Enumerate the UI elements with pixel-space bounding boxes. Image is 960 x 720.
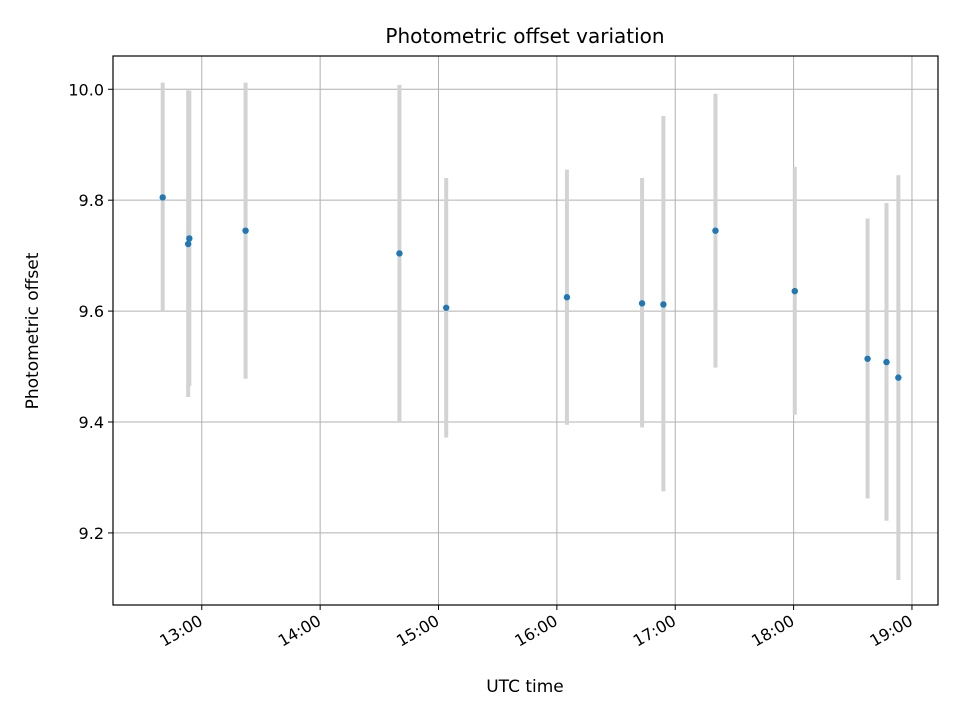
data-point: [895, 374, 902, 381]
y-tick-label: 9.4: [79, 413, 104, 432]
data-point: [242, 227, 249, 234]
data-point: [442, 304, 450, 311]
data-point: [864, 355, 871, 362]
data-point: [184, 240, 192, 248]
x-axis-label: UTC time: [486, 677, 564, 697]
data-point: [638, 300, 646, 307]
plot-frame: [112, 55, 939, 606]
data-point: [791, 287, 798, 295]
y-tick-label: 9.6: [79, 302, 104, 321]
data-point: [396, 250, 403, 257]
data-point: [159, 194, 166, 201]
y-axis-label: Photometric offset: [23, 252, 43, 409]
data-points: [159, 194, 902, 381]
data-point: [186, 235, 193, 242]
y-tick-label: 10.0: [68, 80, 104, 99]
data-point: [883, 358, 890, 366]
y-tick-label: 9.8: [79, 191, 104, 210]
chart-title: Photometric offset variation: [385, 24, 664, 48]
data-point: [563, 294, 571, 301]
data-point: [712, 227, 719, 234]
data-point: [660, 301, 667, 308]
y-tick-label: 9.2: [79, 524, 104, 543]
y-axis: 9.2 9.4 9.6 9.8 10.0: [68, 80, 113, 543]
